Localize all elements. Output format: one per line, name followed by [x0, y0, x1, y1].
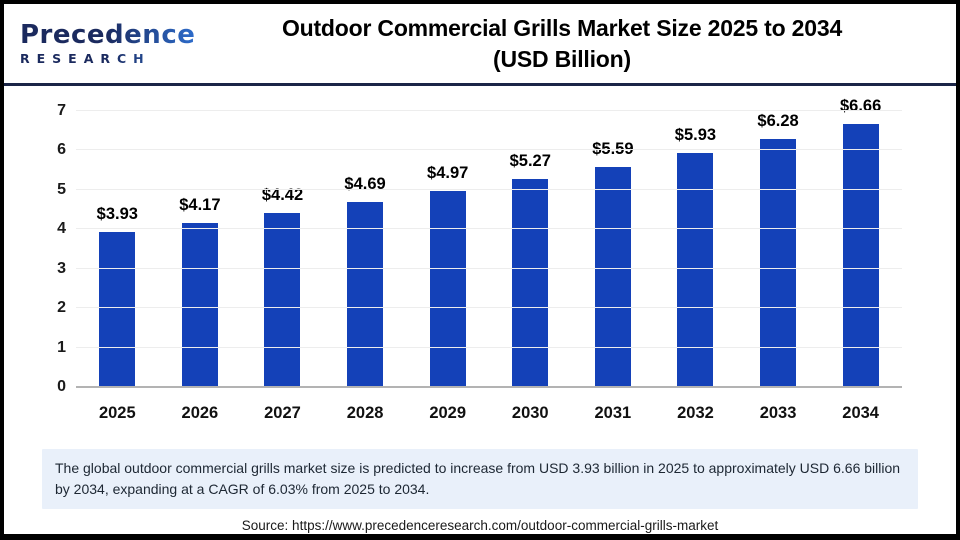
- bar-slot: $6.66 2034: [819, 97, 902, 422]
- bar-slot: $4.97 2029: [406, 111, 489, 422]
- header: Precedence RESEARCH Outdoor Commercial G…: [4, 4, 956, 83]
- bar-value-label: $3.93: [96, 205, 138, 224]
- logo: Precedence RESEARCH: [4, 20, 244, 67]
- bar-value-label: $6.28: [757, 112, 799, 131]
- logo-wordmark: Precedence: [20, 20, 244, 50]
- chart-title-line1: Outdoor Commercial Grills Market Size 20…: [281, 14, 843, 41]
- bar-slot: $4.42 2027: [241, 111, 324, 422]
- bar-slot: $4.17 2026: [159, 111, 242, 422]
- y-axis: 0 1 2 3 4 5 6 7: [4, 102, 66, 395]
- bar-value-label: $4.69: [344, 175, 386, 194]
- bar-value-label: $4.97: [427, 164, 469, 183]
- x-tick-label: 2031: [594, 404, 632, 422]
- footnote-text: The global outdoor commercial grills mar…: [55, 460, 901, 497]
- x-tick-label: 2027: [264, 404, 301, 422]
- x-tick-label: 2029: [429, 404, 467, 422]
- bar-slot: $6.28 2033: [737, 111, 820, 422]
- source-line: Source: https://www.precedenceresearch.c…: [4, 518, 956, 533]
- bar-value-label: $5.27: [509, 152, 551, 171]
- y-tick-label: 2: [57, 299, 66, 317]
- bar-value-label: $5.93: [674, 126, 717, 145]
- bar-slot: $4.69 2028: [324, 111, 407, 422]
- chart-title-line2: (USD Billion): [493, 45, 631, 72]
- gridline: [76, 228, 902, 230]
- x-tick-label: 2034: [842, 404, 879, 422]
- bar-slot: $3.93 2025: [76, 111, 159, 422]
- logo-subtitle: RESEARCH: [20, 51, 244, 67]
- bar: [842, 124, 879, 387]
- gridline: [76, 110, 902, 111]
- bar-slot: $5.93 2032: [654, 111, 737, 422]
- bar: [512, 179, 549, 387]
- plot-area: $3.93 2025 $4.17 2026 $4.42 2027 $4.69 2028 $4.9…: [76, 97, 902, 422]
- bar-slot: $5.27 2030: [489, 111, 572, 422]
- bar: [347, 202, 384, 387]
- gridline: [76, 267, 902, 269]
- x-tick-label: 2025: [98, 404, 136, 422]
- x-tick-label: 2028: [346, 404, 384, 422]
- chart-title: Outdoor Commercial Grills Market Size 20…: [244, 13, 956, 75]
- footnote: The global outdoor commercial grills mar…: [42, 449, 918, 509]
- bar: [99, 232, 136, 387]
- y-tick-label: 6: [57, 141, 66, 159]
- bar-value-label: $4.42: [261, 185, 304, 204]
- bars-container: $3.93 2025 $4.17 2026 $4.42 2027 $4.69 2028 $4.9…: [76, 97, 902, 422]
- y-tick-label: 0: [57, 378, 66, 395]
- bar-value-label: $5.59: [592, 139, 634, 158]
- x-tick-label: 2033: [759, 404, 797, 422]
- bar: [594, 166, 631, 387]
- x-tick-label: 2030: [511, 404, 549, 422]
- bar-slot: $5.59 2031: [572, 111, 655, 422]
- y-tick-label: 3: [57, 259, 66, 277]
- gridline: [76, 307, 902, 309]
- header-divider: [4, 83, 956, 86]
- y-tick-label: 4: [57, 220, 66, 238]
- bar: [429, 191, 466, 387]
- bar: [677, 153, 714, 387]
- bar-value-label: $4.17: [179, 195, 221, 214]
- y-tick-label: 7: [57, 102, 66, 119]
- bar: [181, 222, 218, 387]
- y-tick-label: 1: [57, 338, 66, 356]
- x-axis-line: [76, 386, 902, 388]
- bar: [264, 212, 301, 387]
- bar: [760, 139, 797, 387]
- x-tick-label: 2026: [181, 404, 219, 422]
- y-tick-label: 5: [57, 180, 66, 198]
- source-text: Source: https://www.precedenceresearch.c…: [241, 518, 719, 533]
- bar-value-label: $6.66: [839, 97, 882, 116]
- gridline: [76, 188, 902, 190]
- gridline: [76, 346, 902, 348]
- bar-chart: 0 1 2 3 4 5 6 7 $3.93 2025 $4.17 2026 $4.42 2027 $4.6…: [4, 86, 956, 442]
- gridline: [76, 149, 902, 151]
- x-tick-label: 2032: [677, 404, 714, 422]
